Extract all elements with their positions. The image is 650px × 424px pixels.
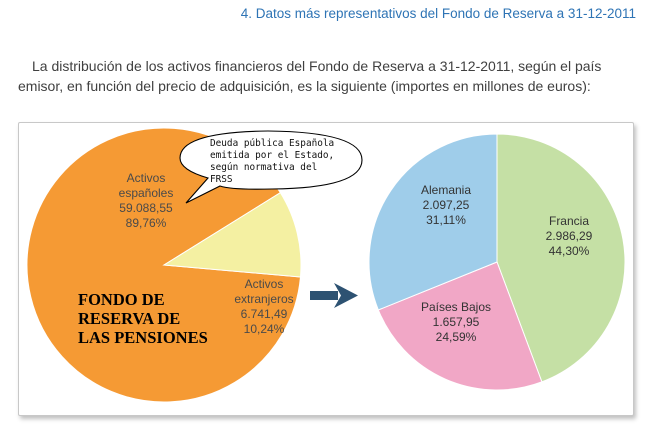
pie-chart-spain-vs-foreign: Activosespañoles59.088,5589,76%Activosex… bbox=[26, 127, 302, 403]
slice-label: Activos bbox=[245, 277, 284, 291]
intro-text: La distribución de los activos financier… bbox=[18, 58, 602, 94]
slice-label: Países Bajos bbox=[421, 300, 491, 314]
arrow-icon bbox=[310, 283, 358, 308]
slice-label: españoles bbox=[119, 186, 174, 200]
slice-label: Activos bbox=[127, 171, 166, 185]
arrow-shaft bbox=[310, 291, 338, 300]
slice-label: extranjeros bbox=[234, 292, 293, 306]
callout-line-2: emitida por el Estado, bbox=[210, 150, 334, 161]
slice-value: 2.097,25 bbox=[423, 198, 470, 212]
pie-slice bbox=[162, 191, 302, 278]
slice-value: 1.657,95 bbox=[433, 315, 480, 329]
slice-value: 59.088,55 bbox=[119, 201, 173, 215]
fund-name-line-2: RESERVA DE bbox=[78, 309, 180, 328]
slice-percent: 44,30% bbox=[549, 244, 590, 258]
pie-slice bbox=[377, 261, 543, 391]
slice-value: 2.986,29 bbox=[546, 229, 593, 243]
section-title: 4. Datos más representativos del Fondo d… bbox=[240, 6, 636, 21]
pie-slice bbox=[496, 133, 626, 383]
arrow-head bbox=[334, 283, 358, 308]
slice-value: 6.741,49 bbox=[241, 307, 288, 321]
fund-name-line-1: FONDO DE bbox=[78, 290, 165, 309]
fund-name-line-3: LAS PENSIONES bbox=[78, 328, 208, 347]
slice-percent: 89,76% bbox=[126, 216, 167, 230]
callout-line-4: FRSS bbox=[210, 174, 233, 185]
callout-line-1: Deuda pública Española bbox=[210, 138, 334, 149]
callout-bubble: Deuda pública Española emitida por el Es… bbox=[179, 130, 363, 204]
pie-slice bbox=[368, 133, 498, 311]
slice-label: Alemania bbox=[421, 183, 471, 197]
callout-line-3: según normativa del bbox=[210, 162, 317, 173]
slice-percent: 24,59% bbox=[436, 330, 477, 344]
fund-name: FONDO DE RESERVA DE LAS PENSIONES bbox=[78, 290, 208, 347]
callout-shape bbox=[179, 130, 363, 204]
slice-percent: 31,11% bbox=[426, 213, 466, 227]
slice-label: Francia bbox=[549, 214, 589, 228]
slice-percent: 10,24% bbox=[244, 322, 285, 336]
intro-paragraph: La distribución de los activos financier… bbox=[18, 56, 642, 96]
